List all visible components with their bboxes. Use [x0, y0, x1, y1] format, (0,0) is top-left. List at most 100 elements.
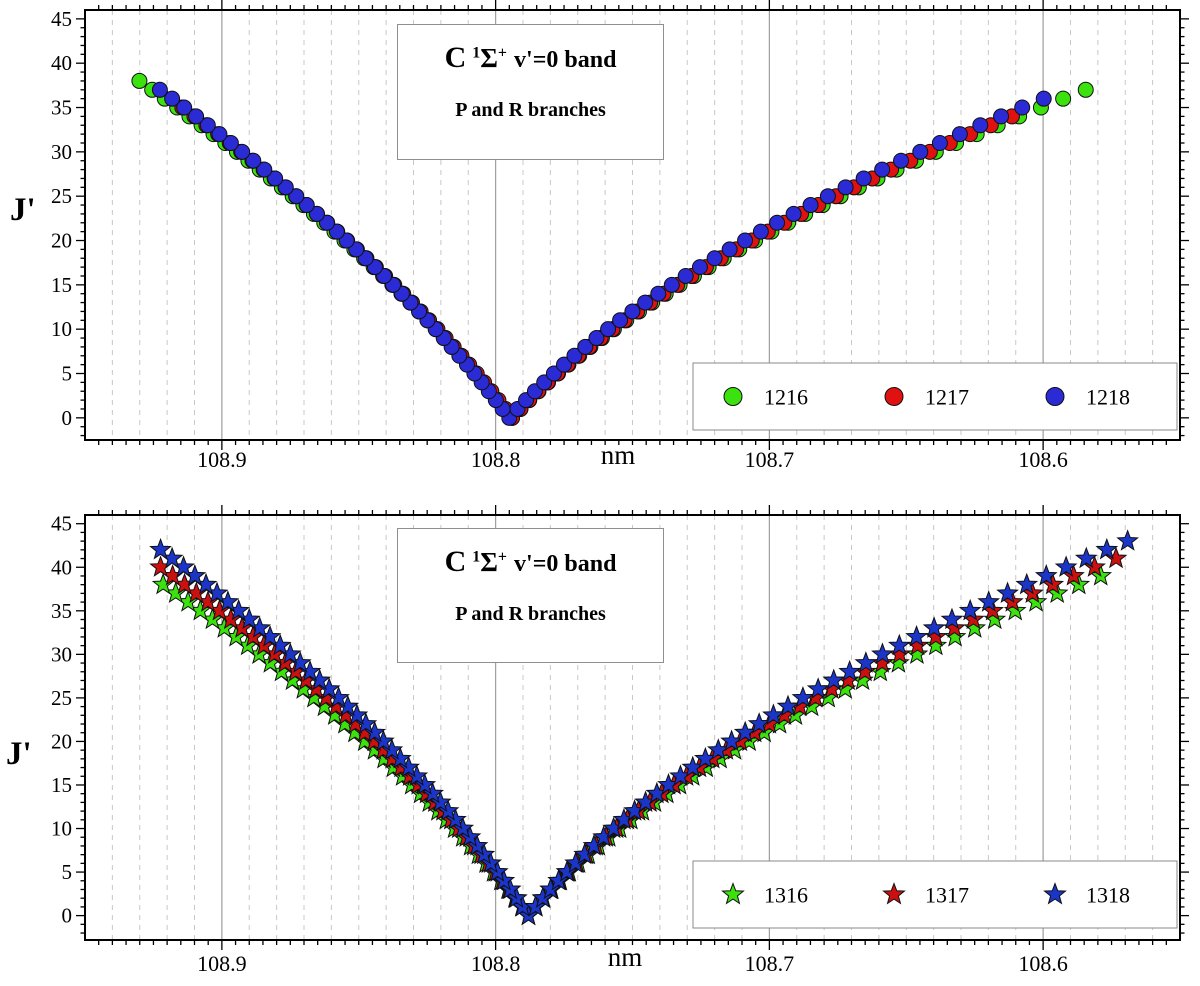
y-tick-label: 10 — [51, 317, 72, 341]
legend-box — [692, 362, 1178, 431]
band-title-sigma: Σ — [480, 43, 498, 73]
data-point — [277, 179, 294, 196]
data-point — [539, 877, 562, 900]
data-point — [1055, 90, 1072, 107]
data-point — [222, 134, 239, 151]
y-tick-label: 25 — [51, 686, 72, 710]
data-point — [993, 108, 1010, 125]
y-tick-label: 10 — [51, 817, 72, 841]
data-point — [752, 223, 769, 240]
data-point — [747, 712, 771, 734]
data-point — [837, 179, 854, 196]
lower-plot-canvas: 108.9 108.8 108.7 108.6 0 5 10 15 20 25 30 35 40 45 13… — [51, 505, 1189, 976]
data-point — [328, 223, 345, 240]
data-point — [972, 117, 989, 134]
data-point — [720, 729, 743, 752]
band-title: C 1Σ+ v'=0 band — [398, 41, 663, 75]
data-point — [677, 267, 694, 284]
data-point — [871, 642, 894, 664]
data-point — [531, 886, 555, 908]
legend: 1216 1217 1218 — [692, 362, 1178, 431]
data-point — [874, 161, 891, 178]
data-point — [436, 799, 460, 821]
data-point — [176, 99, 193, 116]
data-point — [624, 303, 641, 320]
lower-plot-panel: 108.9 108.8 108.7 108.6 0 5 10 15 20 25 30 35 40 45 13… — [0, 490, 1200, 986]
data-point — [806, 677, 830, 699]
y-axis-label: J' — [10, 192, 36, 228]
plot-frame — [84, 514, 1181, 941]
x-tick-labels: 108.9 108.8 108.7 108.6 — [197, 447, 1068, 472]
legend: 1316 1317 1318 — [692, 860, 1178, 929]
data-point — [612, 312, 629, 329]
data-point — [943, 625, 967, 647]
legend-marker-star-icon — [882, 882, 906, 905]
data-point — [706, 250, 723, 267]
annotation-box: C 1Σ+ v'=0 band P and R branches — [397, 528, 664, 663]
data-point — [267, 170, 284, 187]
data-point — [650, 285, 667, 302]
data-point — [1015, 572, 1039, 595]
x-tick-label: 108.7 — [745, 447, 795, 472]
data-point — [421, 781, 445, 804]
data-point — [429, 790, 452, 813]
data-point — [905, 625, 928, 647]
data-point — [958, 598, 982, 621]
y-tick-label: 20 — [51, 229, 72, 253]
data-point — [151, 81, 168, 98]
y-tick-labels: 0 5 10 15 20 25 30 35 40 45 — [51, 7, 72, 430]
data-point — [1054, 555, 1078, 577]
band-title-sigma: Σ — [480, 547, 498, 577]
y-axis-label: J' — [6, 736, 32, 772]
x-tick-label: 108.9 — [197, 951, 247, 976]
data-point — [256, 161, 273, 178]
y-tick-label: 45 — [51, 512, 72, 536]
legend-label: 1317 — [925, 883, 969, 908]
y-tick-label: 15 — [51, 273, 72, 297]
y-tick-label: 40 — [51, 51, 72, 75]
data-point — [1014, 99, 1031, 116]
data-point — [963, 616, 987, 638]
data-point — [855, 170, 872, 187]
y-tick-label: 35 — [51, 96, 72, 120]
legend-label: 1316 — [764, 883, 808, 908]
data-point — [854, 651, 878, 673]
data-point — [1074, 546, 1098, 569]
data-point — [996, 581, 1019, 604]
legend-label: 1217 — [925, 385, 969, 410]
data-point — [791, 685, 815, 708]
legend-marker-star-icon — [721, 882, 745, 905]
data-point — [555, 356, 572, 373]
data-point — [1035, 90, 1052, 107]
upper-plot-panel: 108.9 108.8 108.7 108.6 0 5 10 15 20 25 30 35 40 45 12… — [0, 0, 1200, 486]
data-point — [721, 241, 738, 258]
legend-marker-star-icon — [1043, 882, 1067, 905]
data-point — [164, 90, 181, 107]
band-title-superscript: 1 — [472, 44, 481, 62]
x-tick-label: 108.8 — [471, 447, 521, 472]
data-point — [1034, 564, 1058, 586]
data-point — [308, 205, 325, 222]
data-point — [444, 807, 467, 830]
data-point — [762, 703, 785, 725]
y-tick-label: 40 — [51, 555, 72, 579]
data-point — [887, 633, 911, 656]
annotation-box: C 1Σ+ v'=0 band P and R branches — [397, 24, 664, 160]
data-point — [737, 232, 754, 249]
data-point — [1077, 81, 1094, 98]
data-point — [733, 720, 757, 743]
x-tick-labels: 108.9 108.8 108.7 108.6 — [197, 951, 1068, 976]
data-point — [298, 197, 315, 214]
data-point — [691, 259, 708, 276]
band-title-symbol: C — [444, 545, 467, 578]
data-point — [451, 816, 475, 839]
data-point — [977, 590, 1001, 612]
data-point — [785, 205, 802, 222]
y-tick-label: 20 — [51, 729, 72, 753]
band-title: C 1Σ+ v'=0 band — [398, 545, 663, 579]
y-tick-label: 15 — [51, 773, 72, 797]
data-point — [211, 126, 228, 143]
x-tick-label: 108.6 — [1018, 951, 1068, 976]
data-point — [912, 143, 929, 160]
data-point — [822, 668, 846, 691]
